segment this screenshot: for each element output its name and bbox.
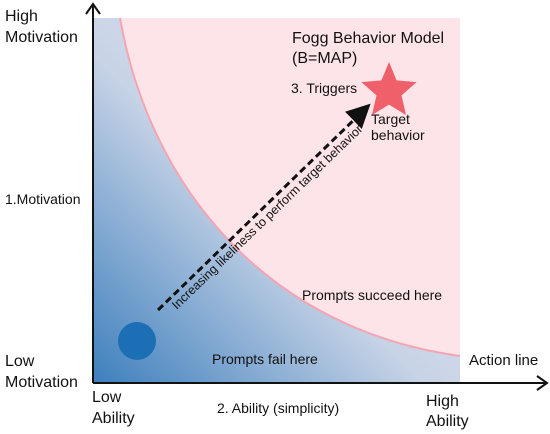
title-line-2: (B=MAP) — [292, 50, 357, 67]
target-behavior-line-2: behavior — [371, 127, 425, 143]
title-line-1: Fogg Behavior Model — [292, 30, 444, 47]
action-line-label: Action line — [469, 352, 538, 369]
low-ability-line-2: Ability — [92, 410, 135, 427]
ability-axis-label: 2. Ability (simplicity) — [217, 400, 339, 416]
triggers-label: 3. Triggers — [291, 80, 357, 96]
motivation-axis-label: 1.Motivation — [5, 191, 80, 207]
high-motivation-line-2: Motivation — [5, 29, 78, 46]
y-axis-arrow-icon — [85, 2, 101, 15]
high-motivation-line-1: High — [5, 8, 38, 25]
low-ability-line-1: Low — [92, 389, 122, 406]
low-motivation-line-1: Low — [5, 353, 35, 370]
circle-icon — [118, 322, 156, 360]
x-axis-arrow-icon — [536, 375, 549, 391]
star-icon — [361, 62, 417, 115]
region-fail-label: Prompts fail here — [212, 351, 318, 367]
likeliness-arrow — [156, 103, 371, 312]
target-behavior-line-1: Target — [371, 111, 410, 127]
low-motivation-line-2: Motivation — [5, 374, 78, 391]
high-ability-line-2: Ability — [426, 413, 469, 430]
region-success-label: Prompts succeed here — [302, 287, 442, 303]
high-ability-line-1: High — [426, 393, 459, 410]
